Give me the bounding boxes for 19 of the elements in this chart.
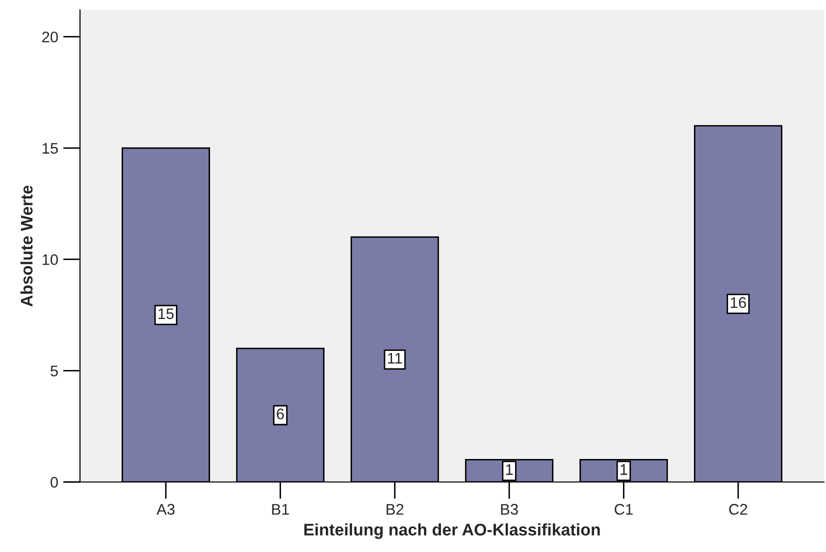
y-tick-label: 20 [42,32,58,42]
data-label: 15 [158,308,174,320]
data-label: 16 [730,297,746,308]
y-axis-title: Absolute Werte [20,186,33,307]
y-tick-label: 5 [50,366,58,376]
data-label: 1 [620,464,628,475]
x-axis-title: Einteilung nach der AO-Klassifikation [304,523,600,539]
y-tick-label: 0 [50,476,58,488]
y-tick-label: 15 [42,143,58,154]
data-label: 6 [276,408,284,420]
x-tick-label: B2 [386,504,404,515]
data-label: 1 [506,464,513,475]
x-tick-label: A3 [156,504,175,515]
x-tick-label: B1 [272,504,289,515]
x-tick-label: C2 [729,504,748,515]
x-tick-label: B3 [501,504,518,515]
data-label: 11 [388,352,402,364]
y-tick-label: 10 [42,254,58,266]
x-tick-label: C1 [614,504,633,515]
